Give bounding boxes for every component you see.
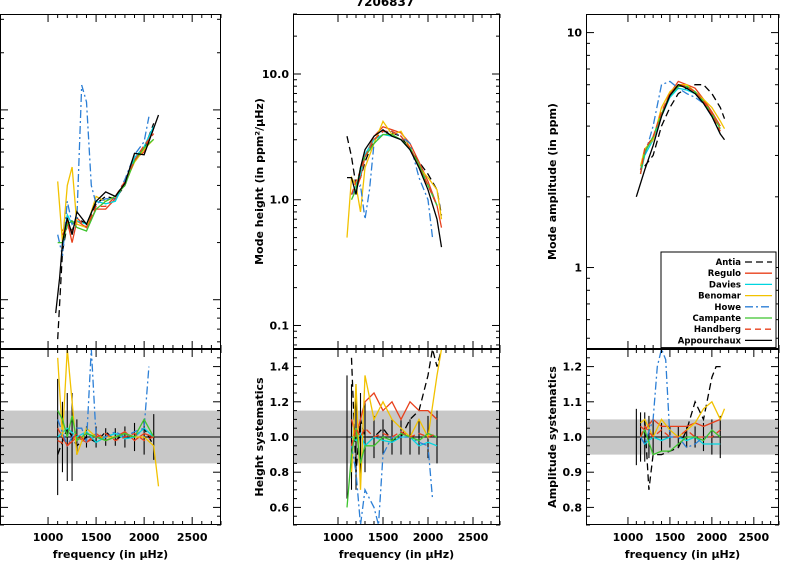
series-line-appourchaux xyxy=(347,129,443,248)
x-axis-label: frequency (in μHz) xyxy=(625,548,740,561)
plot-area xyxy=(346,349,443,525)
y-tick-label: 1.0 xyxy=(270,194,290,207)
x-tick-label: 1000 xyxy=(33,531,64,544)
series-line-appourchaux xyxy=(55,114,160,314)
panel-amplitude-panel: 1 10 Mode amplitude (in ppm) AntiaReguloDav… xyxy=(546,14,780,349)
figure-title: 7206837 xyxy=(356,0,414,9)
y-axis-label: Amplitude systematics xyxy=(546,366,559,508)
y-tick-label: 1.0 xyxy=(563,431,583,444)
y-tick-label: 1.0 xyxy=(270,431,290,444)
legend-label: Appourchaux xyxy=(678,336,742,346)
legend-box xyxy=(660,251,777,349)
legend-label: Campante xyxy=(692,314,741,324)
y-tick-label: 0.8 xyxy=(270,466,290,479)
legend-label: Antia xyxy=(716,258,742,268)
x-axis-label: frequency (in μHz) xyxy=(53,548,168,561)
plot-area xyxy=(635,80,726,197)
series-line-handberg xyxy=(57,432,154,447)
series-line-benomar xyxy=(57,349,160,487)
x-tick-label: 1000 xyxy=(613,531,644,544)
series-line-davies xyxy=(639,87,721,175)
series-line-benomar xyxy=(639,84,726,167)
x-tick-label: 1500 xyxy=(655,531,686,544)
y-tick-label: 0.1 xyxy=(270,319,290,332)
legend-label: Handberg xyxy=(694,325,741,335)
plot-area xyxy=(635,349,726,490)
series-line-campante xyxy=(639,85,721,175)
y-axis-label: Mode height (in ppm²/μHz) xyxy=(253,98,266,265)
series-line-howe xyxy=(639,349,712,449)
series-line-howe xyxy=(57,349,150,448)
legend-label: Howe xyxy=(714,303,741,313)
series-line-handberg xyxy=(639,83,721,175)
series-line-handberg xyxy=(639,425,721,438)
axes-frame xyxy=(293,14,500,349)
series-line-regulo xyxy=(351,126,443,228)
y-tick-label: 10 xyxy=(567,27,583,40)
y-tick-label: 1.2 xyxy=(563,361,583,374)
y-tick-label: 0.6 xyxy=(270,501,290,514)
y-tick-label: 1.1 xyxy=(563,396,583,409)
y-axis-label: Height systematics xyxy=(253,377,266,497)
y-axis-label: Mode amplitude (in ppm) xyxy=(546,103,559,260)
y-tick-label: 10.0 xyxy=(262,68,289,81)
x-tick-label: 1000 xyxy=(323,531,354,544)
panel-amplitude-sys: 0.8 0.9 1.0 1.1 1.2 1000 1500 2000 2500 frequency… xyxy=(546,348,780,561)
x-tick-label: 2500 xyxy=(739,531,770,544)
series-line-campante xyxy=(639,428,721,456)
x-tick-label: 1500 xyxy=(81,531,112,544)
series-line-antia xyxy=(644,365,725,490)
y-tick-label: 0.9 xyxy=(563,466,583,479)
x-tick-label: 1500 xyxy=(368,531,399,544)
y-tick-label: 1 xyxy=(574,262,582,275)
x-axis-label: frequency (in μHz) xyxy=(339,548,454,561)
series-line-regulo xyxy=(640,418,721,431)
legend-label: Benomar xyxy=(698,292,742,302)
panel-height-panel: 0.1 1.0 10.0 Mode height (in ppm²/μHz) xyxy=(253,13,501,349)
plot-area xyxy=(57,349,160,496)
x-tick-label: 2500 xyxy=(177,531,208,544)
series-line-howe xyxy=(639,80,713,171)
panel-frequency-panel: 110 xyxy=(0,14,222,349)
series-line-handberg xyxy=(350,426,438,446)
legend-label: Regulo xyxy=(708,269,741,279)
x-tick-label: 2000 xyxy=(129,531,160,544)
x-tick-label: 2000 xyxy=(413,531,444,544)
y-tick-label: 1.4 xyxy=(270,361,290,374)
series-line-campante xyxy=(57,138,155,244)
series-line-campante xyxy=(346,428,438,508)
series-line-appourchaux xyxy=(635,83,726,197)
plot-area xyxy=(346,120,443,248)
panel-height-sys: 0.6 0.8 1.0 1.2 1.4 1000 1500 2000 2500 frequency… xyxy=(253,348,501,561)
series-line-regulo xyxy=(350,391,438,438)
x-tick-label: 2000 xyxy=(697,531,728,544)
axes-frame xyxy=(586,14,779,349)
axes-frame xyxy=(0,14,221,349)
x-tick-label: 2500 xyxy=(458,531,489,544)
legend-label: Davies xyxy=(709,280,741,290)
series-line-antia xyxy=(346,130,443,216)
plot-area xyxy=(55,84,160,340)
series-line-antia xyxy=(350,349,443,473)
y-tick-label: 0.8 xyxy=(563,501,583,514)
y-tick-label: 1.2 xyxy=(270,396,290,409)
